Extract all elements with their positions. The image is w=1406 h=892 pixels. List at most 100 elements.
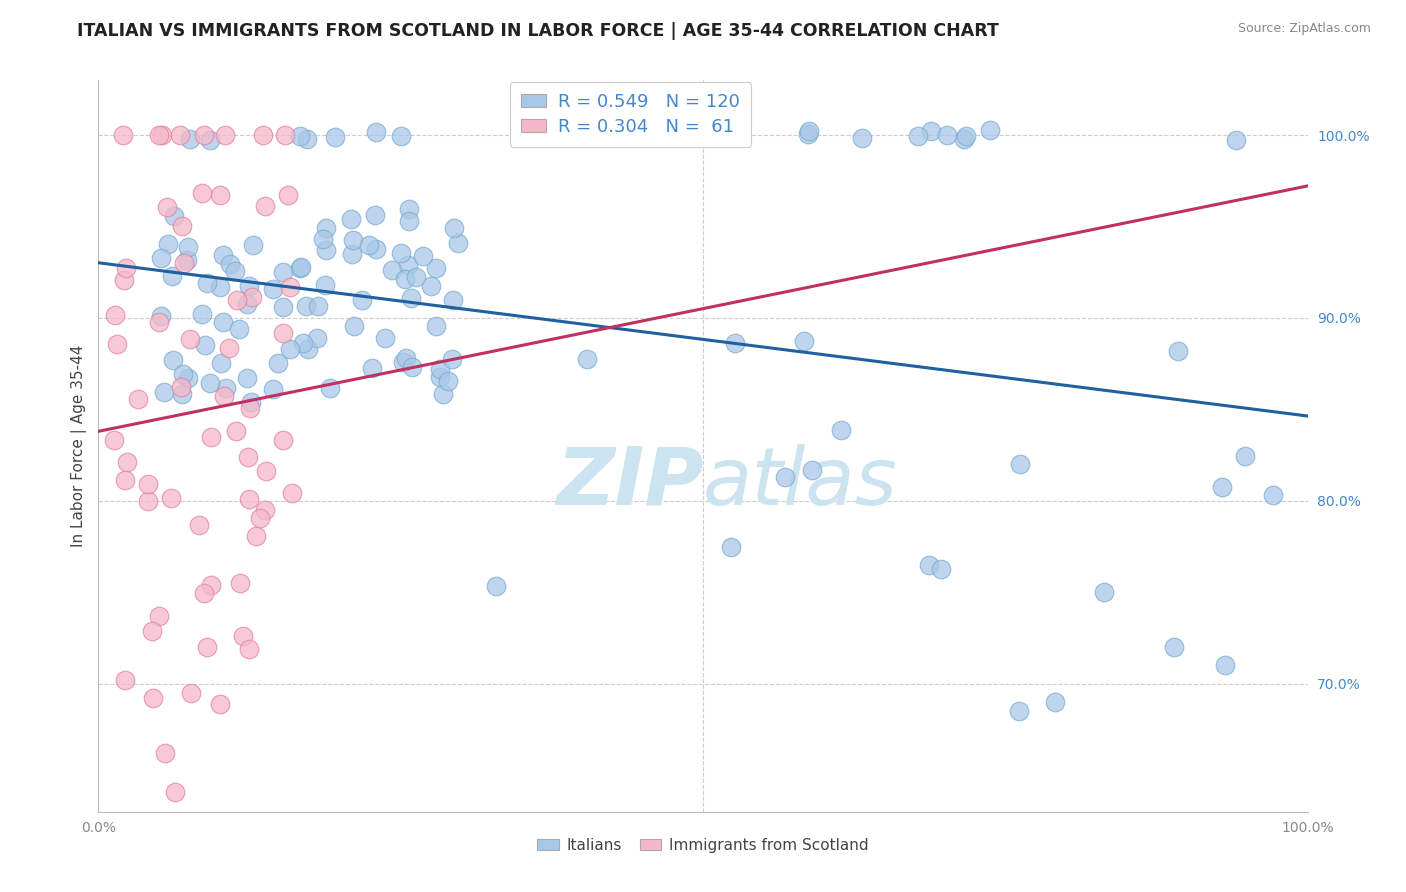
Point <box>170 379 193 393</box>
Point <box>342 247 364 261</box>
Point <box>1008 457 1031 471</box>
Point <box>224 264 246 278</box>
Point <box>485 579 508 593</box>
Point <box>312 232 335 246</box>
Point <box>252 128 274 143</box>
Point <box>281 486 304 500</box>
Point <box>172 387 194 401</box>
Point <box>394 351 416 365</box>
Point <box>176 371 198 385</box>
Point <box>200 578 222 592</box>
Point <box>394 272 416 286</box>
Point <box>228 322 250 336</box>
Point <box>851 131 873 145</box>
Point <box>214 128 236 143</box>
Point <box>262 382 284 396</box>
Point <box>432 387 454 401</box>
Point <box>262 282 284 296</box>
Point <box>352 293 374 307</box>
Point <box>936 128 959 142</box>
Point <box>152 384 174 399</box>
Point <box>401 359 423 374</box>
Point <box>115 260 138 275</box>
Point <box>307 331 329 345</box>
Point <box>576 352 599 367</box>
Point <box>156 201 179 215</box>
Point <box>127 392 149 406</box>
Point <box>148 128 170 143</box>
Point <box>179 132 201 146</box>
Point <box>443 221 465 235</box>
Point <box>114 473 136 487</box>
Point <box>793 334 815 348</box>
Point <box>103 433 125 447</box>
Point <box>254 199 277 213</box>
Text: Source: ZipAtlas.com: Source: ZipAtlas.com <box>1237 22 1371 36</box>
Point <box>340 211 363 226</box>
Point <box>157 237 180 252</box>
Point <box>195 640 218 654</box>
Point <box>160 269 183 284</box>
Point <box>315 244 337 258</box>
Point <box>314 278 336 293</box>
Point <box>105 336 128 351</box>
Point <box>278 279 301 293</box>
Point <box>136 493 159 508</box>
Point <box>249 511 271 525</box>
Point <box>163 209 186 223</box>
Point <box>239 395 262 409</box>
Point <box>720 540 742 554</box>
Point <box>274 128 297 143</box>
Point <box>271 433 294 447</box>
Point <box>323 130 346 145</box>
Point <box>773 470 796 484</box>
Point <box>209 279 232 293</box>
Point <box>115 455 138 469</box>
Point <box>273 301 295 315</box>
Point <box>194 338 217 352</box>
Point <box>271 265 294 279</box>
Point <box>180 685 202 699</box>
Text: atlas: atlas <box>703 443 898 522</box>
Legend: Italians, Immigrants from Scotland: Italians, Immigrants from Scotland <box>531 831 875 859</box>
Point <box>307 299 329 313</box>
Point <box>245 529 267 543</box>
Point <box>112 128 135 143</box>
Point <box>212 315 235 329</box>
Point <box>389 246 412 260</box>
Point <box>141 624 163 639</box>
Point <box>361 360 384 375</box>
Point <box>398 214 420 228</box>
Point <box>364 243 387 257</box>
Point <box>1261 487 1284 501</box>
Point <box>357 237 380 252</box>
Y-axis label: In Labor Force | Age 35-44: In Labor Force | Age 35-44 <box>72 345 87 547</box>
Point <box>1213 658 1236 673</box>
Point <box>425 319 447 334</box>
Point <box>297 343 319 357</box>
Point <box>148 608 170 623</box>
Point <box>219 257 242 271</box>
Point <box>929 562 952 576</box>
Point <box>441 293 464 307</box>
Point <box>214 389 236 403</box>
Point <box>374 331 396 345</box>
Point <box>148 315 170 329</box>
Point <box>447 236 470 251</box>
Point <box>297 132 319 146</box>
Point <box>208 187 231 202</box>
Point <box>801 462 824 476</box>
Point <box>153 746 176 760</box>
Point <box>1225 133 1247 147</box>
Point <box>918 558 941 572</box>
Point <box>429 369 451 384</box>
Point <box>419 278 441 293</box>
Point <box>195 276 218 290</box>
Point <box>242 237 264 252</box>
Point <box>190 186 212 200</box>
Point <box>236 296 259 310</box>
Point <box>440 352 463 367</box>
Point <box>699 126 721 140</box>
Point <box>239 401 262 415</box>
Point <box>278 343 301 357</box>
